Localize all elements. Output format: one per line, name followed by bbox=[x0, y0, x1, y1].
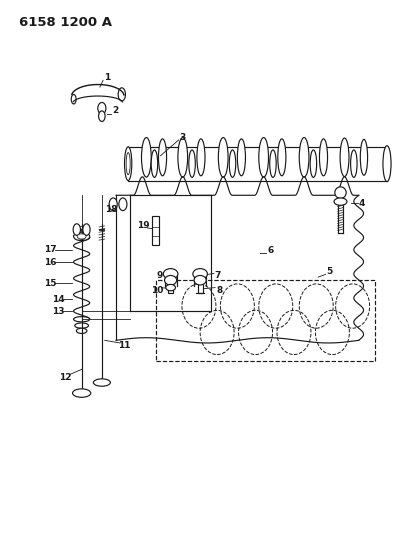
Text: 17: 17 bbox=[44, 245, 57, 254]
Ellipse shape bbox=[164, 276, 176, 285]
Text: 10: 10 bbox=[151, 286, 163, 295]
Text: 18: 18 bbox=[105, 205, 117, 214]
Text: 4: 4 bbox=[358, 199, 364, 208]
Ellipse shape bbox=[269, 150, 276, 177]
Text: 19: 19 bbox=[137, 221, 149, 230]
Text: 15: 15 bbox=[44, 279, 56, 288]
Ellipse shape bbox=[98, 102, 106, 114]
Ellipse shape bbox=[73, 317, 90, 322]
Ellipse shape bbox=[334, 187, 345, 198]
Text: 12: 12 bbox=[59, 373, 72, 382]
Text: 9: 9 bbox=[156, 271, 162, 280]
Ellipse shape bbox=[93, 379, 110, 386]
Ellipse shape bbox=[158, 139, 166, 176]
Ellipse shape bbox=[151, 150, 157, 177]
Ellipse shape bbox=[73, 224, 80, 236]
Ellipse shape bbox=[258, 138, 268, 177]
Bar bbox=[197, 284, 202, 293]
Ellipse shape bbox=[109, 198, 117, 211]
Ellipse shape bbox=[189, 150, 195, 177]
Text: 16: 16 bbox=[44, 258, 56, 267]
Ellipse shape bbox=[350, 150, 356, 177]
Text: 8: 8 bbox=[216, 286, 222, 295]
Ellipse shape bbox=[163, 269, 178, 279]
Text: 13: 13 bbox=[52, 307, 65, 316]
Ellipse shape bbox=[196, 139, 204, 176]
Ellipse shape bbox=[192, 269, 207, 279]
Ellipse shape bbox=[178, 138, 187, 177]
Ellipse shape bbox=[309, 150, 316, 177]
Ellipse shape bbox=[83, 224, 90, 236]
Ellipse shape bbox=[277, 139, 285, 176]
Ellipse shape bbox=[118, 88, 125, 101]
Ellipse shape bbox=[229, 150, 235, 177]
Bar bbox=[152, 216, 159, 245]
Ellipse shape bbox=[339, 138, 348, 176]
Ellipse shape bbox=[72, 389, 90, 397]
Text: 3: 3 bbox=[179, 133, 185, 142]
Ellipse shape bbox=[99, 111, 105, 122]
Ellipse shape bbox=[77, 234, 86, 239]
Text: 1: 1 bbox=[104, 73, 110, 82]
Ellipse shape bbox=[71, 94, 76, 104]
Text: 6158 1200 A: 6158 1200 A bbox=[19, 16, 112, 29]
Ellipse shape bbox=[126, 152, 130, 175]
Ellipse shape bbox=[360, 140, 367, 175]
Bar bbox=[168, 284, 173, 293]
Text: 14: 14 bbox=[52, 295, 65, 304]
Ellipse shape bbox=[73, 232, 90, 241]
Ellipse shape bbox=[193, 276, 206, 285]
Text: 6: 6 bbox=[267, 246, 273, 255]
Ellipse shape bbox=[237, 139, 245, 176]
Text: 7: 7 bbox=[214, 271, 220, 280]
Ellipse shape bbox=[141, 138, 151, 177]
Ellipse shape bbox=[333, 198, 346, 205]
Ellipse shape bbox=[74, 323, 88, 328]
Ellipse shape bbox=[319, 139, 327, 176]
Text: 2: 2 bbox=[112, 107, 118, 116]
Ellipse shape bbox=[165, 285, 175, 291]
Text: 5: 5 bbox=[326, 267, 332, 276]
Ellipse shape bbox=[299, 138, 308, 177]
Text: 11: 11 bbox=[117, 341, 130, 350]
Ellipse shape bbox=[119, 198, 127, 211]
Ellipse shape bbox=[76, 328, 87, 334]
Bar bbox=[156, 280, 374, 361]
Ellipse shape bbox=[382, 146, 390, 182]
Ellipse shape bbox=[218, 138, 227, 177]
Ellipse shape bbox=[124, 147, 131, 181]
